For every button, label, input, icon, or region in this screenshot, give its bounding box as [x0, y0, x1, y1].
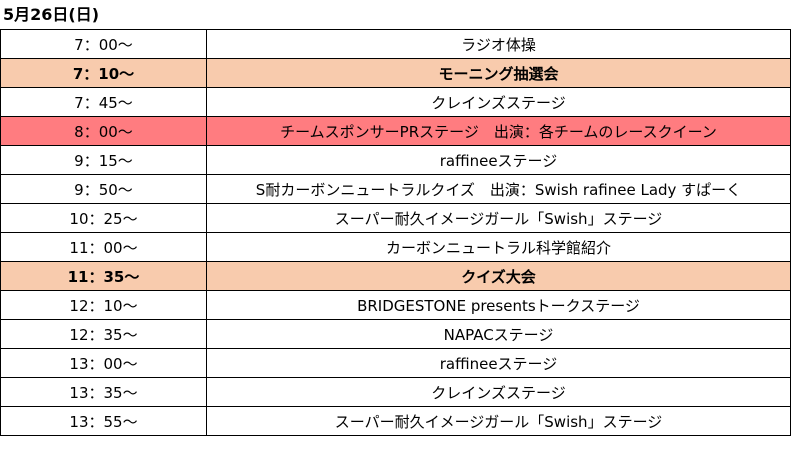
- event-cell: クレインズステージ: [206, 377, 791, 407]
- time-cell: 7：00～: [0, 29, 207, 59]
- time-cell: 9：15～: [0, 145, 207, 175]
- schedule-row-highlighted: 7：10～ モーニング抽選会: [0, 58, 791, 88]
- time-cell: 10：25～: [0, 203, 207, 233]
- time-cell: 13：55～: [0, 406, 207, 436]
- schedule-row: 9：15～ raffineeステージ: [0, 145, 791, 175]
- time-cell: 8：00～: [0, 116, 207, 146]
- schedule-row: 10：25～ スーパー耐久イメージガール「Swish」ステージ: [0, 203, 791, 233]
- event-cell: raffineeステージ: [206, 348, 791, 378]
- event-cell: スーパー耐久イメージガール「Swish」ステージ: [206, 406, 791, 436]
- event-cell: NAPACステージ: [206, 319, 791, 349]
- time-cell: 13：35～: [0, 377, 207, 407]
- event-cell: クイズ大会: [206, 261, 791, 291]
- time-cell: 11：35～: [0, 261, 207, 291]
- date-heading: 5月26日(日): [3, 5, 100, 24]
- event-cell: チームスポンサーPRステージ 出演：各チームのレースクイーン: [206, 116, 791, 146]
- time-cell: 13：00～: [0, 348, 207, 378]
- schedule-row: 12：10～ BRIDGESTONE presentsトークステージ: [0, 290, 791, 320]
- schedule-row: 13：35～ クレインズステージ: [0, 377, 791, 407]
- event-cell: S耐カーボンニュートラルクイズ 出演：Swish rafinee Lady すぱ…: [206, 174, 791, 204]
- schedule-row: 13：00～ raffineeステージ: [0, 348, 791, 378]
- schedule-row: 12：35～ NAPACステージ: [0, 319, 791, 349]
- event-cell: BRIDGESTONE presentsトークステージ: [206, 290, 791, 320]
- time-cell: 7：10～: [0, 58, 207, 88]
- event-cell: クレインズステージ: [206, 87, 791, 117]
- schedule-row-highlighted: 8：00～ チームスポンサーPRステージ 出演：各チームのレースクイーン: [0, 116, 791, 146]
- time-cell: 7：45～: [0, 87, 207, 117]
- schedule-table: 7：00～ ラジオ体操 7：10～ モーニング抽選会 7：45～ クレインズステ…: [0, 29, 791, 436]
- event-cell: raffineeステージ: [206, 145, 791, 175]
- schedule-row-highlighted: 11：35～ クイズ大会: [0, 261, 791, 291]
- schedule-row: 11：00～ カーボンニュートラル科学館紹介: [0, 232, 791, 262]
- time-cell: 12：10～: [0, 290, 207, 320]
- schedule-row: 13：55～ スーパー耐久イメージガール「Swish」ステージ: [0, 406, 791, 436]
- schedule-row: 7：00～ ラジオ体操: [0, 29, 791, 59]
- schedule-row: 7：45～ クレインズステージ: [0, 87, 791, 117]
- event-cell: スーパー耐久イメージガール「Swish」ステージ: [206, 203, 791, 233]
- event-cell: カーボンニュートラル科学館紹介: [206, 232, 791, 262]
- event-cell: モーニング抽選会: [206, 58, 791, 88]
- time-cell: 11：00～: [0, 232, 207, 262]
- time-cell: 9：50～: [0, 174, 207, 204]
- schedule-row: 9：50～ S耐カーボンニュートラルクイズ 出演：Swish rafinee L…: [0, 174, 791, 204]
- event-cell: ラジオ体操: [206, 29, 791, 59]
- time-cell: 12：35～: [0, 319, 207, 349]
